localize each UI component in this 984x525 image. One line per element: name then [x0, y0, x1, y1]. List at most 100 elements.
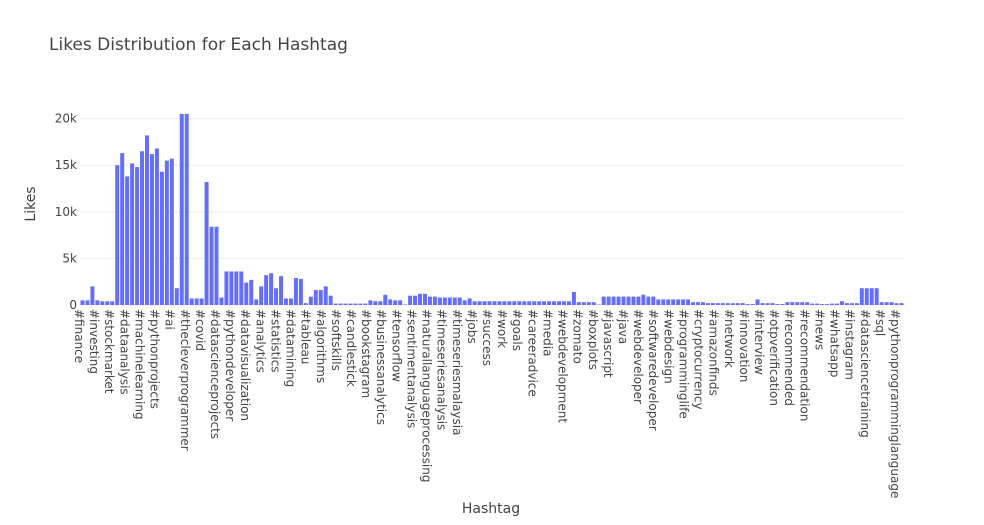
bar[interactable] [393, 300, 398, 305]
bar[interactable] [338, 303, 343, 305]
bar[interactable] [199, 298, 204, 305]
bar[interactable] [418, 293, 423, 305]
bar[interactable] [507, 301, 512, 305]
bar[interactable] [517, 301, 522, 305]
bar[interactable] [576, 302, 581, 305]
bar[interactable] [666, 299, 671, 305]
bar[interactable] [755, 299, 760, 305]
bar[interactable] [164, 160, 169, 305]
bar[interactable] [487, 301, 492, 305]
bar[interactable] [125, 176, 130, 305]
bar[interactable] [115, 165, 120, 305]
bar[interactable] [681, 299, 686, 305]
bar[interactable] [502, 301, 507, 305]
bar[interactable] [184, 113, 189, 305]
bar[interactable] [373, 301, 378, 305]
bar[interactable] [790, 302, 795, 305]
bar[interactable] [274, 288, 279, 305]
bar[interactable] [333, 303, 338, 305]
bar[interactable] [323, 286, 328, 305]
bar[interactable] [537, 301, 542, 305]
bar[interactable] [298, 278, 303, 305]
bar[interactable] [815, 303, 820, 305]
bar[interactable] [135, 167, 140, 305]
bar[interactable] [130, 163, 135, 305]
bar[interactable] [671, 299, 676, 305]
bar[interactable] [408, 295, 413, 305]
bar[interactable] [224, 271, 229, 305]
bar[interactable] [844, 303, 849, 305]
bar[interactable] [696, 302, 700, 305]
bar[interactable] [780, 304, 785, 305]
bar[interactable] [159, 171, 164, 305]
bar[interactable] [174, 288, 179, 305]
bar[interactable] [879, 302, 884, 305]
bar[interactable] [423, 293, 427, 305]
bar[interactable] [725, 303, 730, 305]
bar[interactable] [154, 148, 159, 305]
bar[interactable] [631, 296, 636, 305]
bar[interactable] [169, 158, 174, 305]
bar[interactable] [552, 301, 557, 305]
bar[interactable] [869, 288, 874, 305]
bar[interactable] [740, 303, 745, 305]
bar[interactable] [849, 303, 854, 305]
bar[interactable] [820, 304, 825, 305]
bar[interactable] [264, 275, 269, 305]
bar[interactable] [452, 297, 457, 305]
bar[interactable] [676, 299, 681, 305]
bar[interactable] [686, 299, 691, 305]
bar[interactable] [219, 297, 224, 305]
bar[interactable] [795, 302, 800, 305]
bar[interactable] [140, 151, 145, 305]
bar[interactable] [656, 299, 661, 305]
bar[interactable] [601, 296, 606, 305]
bar[interactable] [512, 301, 517, 305]
bar[interactable] [209, 226, 214, 305]
bar[interactable] [532, 301, 537, 305]
bar[interactable] [214, 226, 219, 305]
bar[interactable] [279, 276, 284, 305]
bar[interactable] [437, 297, 442, 305]
bar[interactable] [571, 291, 576, 305]
bar[interactable] [830, 303, 835, 305]
bar[interactable] [884, 302, 889, 305]
bar[interactable] [368, 300, 373, 305]
bar[interactable] [854, 303, 859, 305]
bar[interactable] [700, 302, 705, 305]
bar[interactable] [363, 303, 368, 305]
bar[interactable] [750, 304, 755, 305]
bar[interactable] [522, 301, 527, 305]
bar[interactable] [95, 300, 100, 305]
bar[interactable] [805, 302, 810, 305]
bar[interactable] [561, 301, 566, 305]
bar[interactable] [353, 303, 358, 305]
bar[interactable] [293, 277, 298, 305]
bar[interactable] [646, 296, 651, 305]
bar[interactable] [800, 302, 805, 305]
bar[interactable] [239, 271, 244, 305]
bar[interactable] [467, 298, 472, 305]
bar[interactable] [874, 288, 879, 305]
bar[interactable] [482, 301, 487, 305]
bar[interactable] [80, 300, 85, 305]
bar[interactable] [110, 301, 115, 305]
bar[interactable] [621, 296, 626, 305]
bar[interactable] [284, 298, 288, 305]
bar[interactable] [745, 304, 750, 305]
bar[interactable] [557, 301, 561, 305]
bar[interactable] [194, 298, 199, 305]
bar[interactable] [720, 303, 725, 305]
bar[interactable] [566, 301, 571, 305]
bar[interactable] [735, 303, 740, 305]
bar[interactable] [691, 302, 696, 305]
bar[interactable] [770, 303, 775, 305]
bar[interactable] [145, 135, 149, 305]
bar[interactable] [730, 303, 735, 305]
bar[interactable] [120, 153, 125, 305]
bar[interactable] [626, 296, 631, 305]
bar[interactable] [705, 303, 710, 305]
bar[interactable] [785, 302, 790, 305]
bar[interactable] [85, 300, 90, 305]
bar[interactable] [288, 298, 293, 305]
